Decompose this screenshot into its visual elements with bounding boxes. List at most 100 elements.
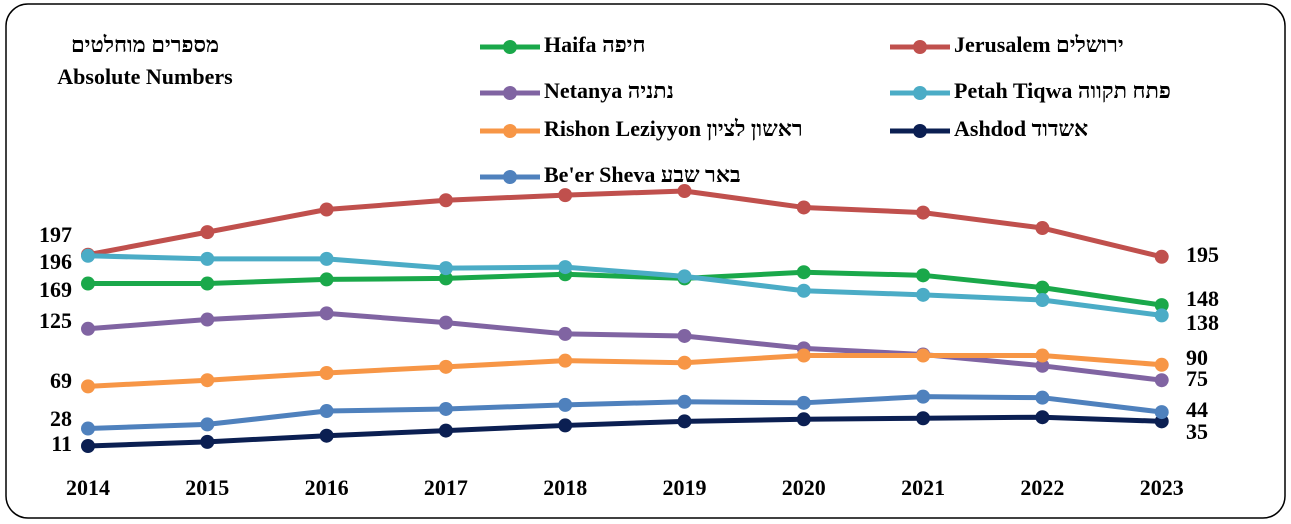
legend-swatch bbox=[503, 124, 517, 138]
data-point bbox=[1154, 298, 1169, 313]
x-tick-label: 2015 bbox=[185, 475, 229, 500]
legend-swatch bbox=[503, 86, 517, 100]
x-tick-label: 2021 bbox=[901, 475, 945, 500]
data-point bbox=[200, 417, 215, 432]
data-label: 11 bbox=[51, 431, 72, 456]
data-point bbox=[319, 202, 334, 217]
data-point bbox=[438, 359, 453, 374]
data-point bbox=[558, 260, 573, 275]
data-point bbox=[81, 321, 95, 336]
data-label: 197 bbox=[39, 222, 72, 247]
data-point bbox=[319, 306, 334, 321]
data-point bbox=[558, 418, 573, 433]
data-point bbox=[319, 428, 334, 443]
x-tick-label: 2023 bbox=[1140, 475, 1184, 500]
legend-label: Petah Tiqwa פתח תקווה bbox=[954, 78, 1171, 103]
data-point bbox=[1035, 221, 1050, 236]
data-point bbox=[1035, 280, 1050, 295]
data-point bbox=[796, 283, 811, 298]
data-label: 35 bbox=[1186, 419, 1208, 444]
data-point bbox=[200, 373, 215, 388]
data-label: 44 bbox=[1186, 397, 1208, 422]
data-point bbox=[1154, 249, 1169, 264]
x-tick-label: 2017 bbox=[424, 475, 468, 500]
data-point bbox=[81, 421, 95, 436]
legend-swatch bbox=[503, 170, 517, 184]
data-label: 148 bbox=[1186, 286, 1219, 311]
legend-label: Ashdod אשדוד bbox=[954, 116, 1088, 141]
data-point bbox=[796, 348, 811, 363]
data-point bbox=[1035, 292, 1050, 307]
legend-swatch bbox=[503, 40, 517, 54]
data-point bbox=[1035, 358, 1050, 373]
chart-border bbox=[5, 3, 1286, 519]
data-point bbox=[319, 404, 334, 419]
data-point bbox=[796, 395, 811, 410]
data-label: 196 bbox=[39, 249, 72, 274]
data-point bbox=[319, 365, 334, 380]
legend-label: Netanya נתניה bbox=[544, 78, 674, 103]
data-point bbox=[796, 412, 811, 427]
data-point bbox=[438, 315, 453, 330]
data-point bbox=[558, 326, 573, 341]
data-point bbox=[677, 184, 692, 198]
data-point bbox=[81, 248, 95, 263]
data-point bbox=[200, 251, 215, 266]
data-point bbox=[1154, 405, 1169, 420]
data-point bbox=[438, 261, 453, 276]
data-label: 90 bbox=[1186, 345, 1208, 370]
x-tick-label: 2018 bbox=[543, 475, 587, 500]
data-label: 195 bbox=[1186, 242, 1219, 267]
data-point bbox=[319, 251, 334, 266]
data-point bbox=[438, 401, 453, 416]
series-line bbox=[87, 253, 1163, 318]
legend-swatch bbox=[913, 40, 927, 54]
series-line bbox=[87, 353, 1162, 389]
x-tick-label: 2019 bbox=[663, 475, 707, 500]
data-point bbox=[200, 276, 215, 291]
data-point bbox=[916, 205, 931, 220]
legend-label: Rishon Leziyyon ראשון לציון bbox=[544, 116, 803, 141]
data-point bbox=[677, 269, 692, 284]
data-point bbox=[81, 379, 95, 394]
data-point bbox=[677, 328, 692, 343]
series-line bbox=[87, 414, 1162, 449]
data-point bbox=[200, 434, 215, 449]
data-label: 138 bbox=[1186, 310, 1219, 335]
data-point bbox=[916, 389, 931, 404]
data-point bbox=[1154, 373, 1169, 388]
data-point bbox=[916, 348, 931, 363]
legend-swatch bbox=[913, 86, 927, 100]
chart-title: מספרים מוחלטים bbox=[71, 32, 219, 57]
data-point bbox=[558, 397, 573, 412]
series-line bbox=[87, 394, 1162, 432]
data-point bbox=[81, 439, 95, 453]
x-tick-label: 2014 bbox=[66, 475, 110, 500]
data-point bbox=[558, 353, 573, 368]
data-label: 125 bbox=[39, 308, 72, 333]
data-point bbox=[916, 287, 931, 302]
data-point bbox=[796, 200, 811, 215]
data-point bbox=[438, 271, 453, 286]
x-tick-label: 2016 bbox=[305, 475, 349, 500]
data-point bbox=[200, 225, 215, 240]
data-point bbox=[319, 272, 334, 287]
data-point bbox=[916, 411, 931, 426]
legend-swatch bbox=[913, 124, 927, 138]
data-point bbox=[1035, 410, 1050, 425]
data-point bbox=[1035, 348, 1050, 363]
chart-title: Absolute Numbers bbox=[57, 64, 233, 89]
data-point bbox=[558, 188, 573, 203]
data-point bbox=[677, 414, 692, 429]
data-point bbox=[1035, 390, 1050, 405]
data-label: 75 bbox=[1186, 366, 1208, 391]
data-point bbox=[916, 268, 931, 283]
data-label: 69 bbox=[50, 368, 72, 393]
data-label: 28 bbox=[50, 406, 72, 431]
data-label: 169 bbox=[39, 277, 72, 302]
data-point bbox=[677, 355, 692, 370]
data-point bbox=[438, 193, 453, 208]
data-point bbox=[1154, 357, 1169, 372]
series-line bbox=[87, 310, 1162, 383]
